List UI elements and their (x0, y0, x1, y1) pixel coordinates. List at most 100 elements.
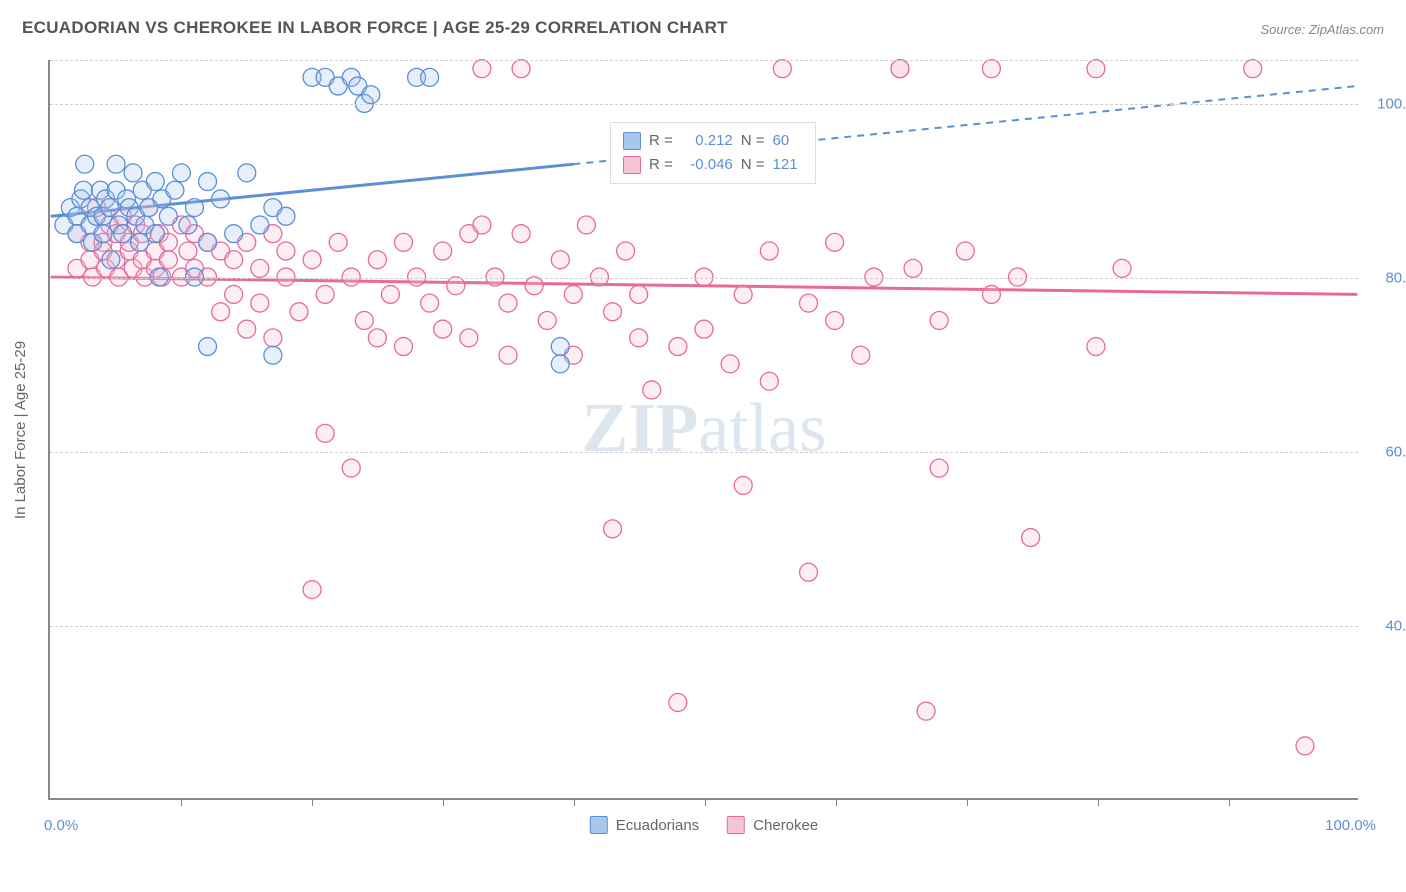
scatter-point-cherokee (251, 259, 269, 277)
scatter-point-cherokee (1296, 737, 1314, 755)
x-axis-max-label: 100.0% (1325, 817, 1376, 834)
scatter-point-cherokee (316, 424, 334, 442)
bottom-legend-label: Ecuadorians (616, 817, 699, 834)
bottom-legend-item-cherokee: Cherokee (727, 816, 818, 834)
bottom-legend-label: Cherokee (753, 817, 818, 834)
scatter-point-cherokee (930, 311, 948, 329)
scatter-point-cherokee (800, 294, 818, 312)
scatter-point-cherokee (564, 285, 582, 303)
scatter-point-cherokee (251, 294, 269, 312)
scatter-point-ecuadorians (551, 355, 569, 373)
scatter-point-ecuadorians (251, 216, 269, 234)
legend-n-value: 60 (773, 129, 803, 153)
scatter-point-cherokee (669, 338, 687, 356)
x-tick (967, 798, 968, 806)
legend-n-label: N = (741, 153, 765, 177)
scatter-point-ecuadorians (74, 181, 92, 199)
legend-swatch-cherokee (623, 156, 641, 174)
scatter-point-cherokee (930, 459, 948, 477)
scatter-point-cherokee (604, 303, 622, 321)
scatter-point-cherokee (434, 320, 452, 338)
scatter-point-ecuadorians (179, 216, 197, 234)
scatter-point-ecuadorians (199, 233, 217, 251)
scatter-point-cherokee (891, 60, 909, 78)
scatter-point-cherokee (982, 285, 1000, 303)
y-tick-label: 100.0% (1368, 95, 1406, 112)
scatter-point-cherokee (734, 285, 752, 303)
scatter-point-cherokee (277, 242, 295, 260)
scatter-point-ecuadorians (102, 251, 120, 269)
scatter-point-cherokee (630, 285, 648, 303)
scatter-point-cherokee (617, 242, 635, 260)
gridline-h (50, 104, 1358, 105)
scatter-point-ecuadorians (362, 86, 380, 104)
scatter-point-cherokee (238, 320, 256, 338)
scatter-point-cherokee (1113, 259, 1131, 277)
scatter-point-cherokee (460, 329, 478, 347)
gridline-h (50, 60, 1358, 61)
bottom-legend-swatch-cherokee (727, 816, 745, 834)
scatter-point-cherokee (303, 251, 321, 269)
scatter-point-ecuadorians (212, 190, 230, 208)
bottom-legend-item-ecuadorians: Ecuadorians (590, 816, 699, 834)
legend-n-value: 121 (773, 153, 803, 177)
scatter-point-cherokee (499, 294, 517, 312)
scatter-point-cherokee (525, 277, 543, 295)
scatter-point-cherokee (551, 251, 569, 269)
scatter-point-cherokee (395, 338, 413, 356)
scatter-point-ecuadorians (225, 225, 243, 243)
scatter-point-cherokee (225, 285, 243, 303)
scatter-point-cherokee (956, 242, 974, 260)
scatter-point-ecuadorians (551, 338, 569, 356)
x-tick (836, 798, 837, 806)
legend-r-label: R = (649, 153, 673, 177)
gridline-h (50, 626, 1358, 627)
gridline-h (50, 452, 1358, 453)
scatter-point-ecuadorians (146, 225, 164, 243)
scatter-point-cherokee (512, 60, 530, 78)
x-tick (181, 798, 182, 806)
scatter-point-cherokee (604, 520, 622, 538)
scatter-point-cherokee (982, 60, 1000, 78)
legend-row-ecuadorians: R = 0.212 N = 60 (623, 129, 803, 153)
scatter-point-cherokee (355, 311, 373, 329)
scatter-point-cherokee (721, 355, 739, 373)
scatter-point-cherokee (760, 372, 778, 390)
scatter-point-cherokee (303, 581, 321, 599)
scatter-point-cherokee (643, 381, 661, 399)
scatter-point-cherokee (538, 311, 556, 329)
scatter-point-cherokee (329, 233, 347, 251)
scatter-point-cherokee (179, 242, 197, 260)
y-tick-label: 40.0% (1368, 617, 1406, 634)
x-tick (574, 798, 575, 806)
correlation-legend: R = 0.212 N = 60 R = -0.046 N = 121 (610, 122, 816, 184)
scatter-point-cherokee (800, 563, 818, 581)
scatter-point-ecuadorians (238, 164, 256, 182)
legend-r-value: -0.046 (681, 153, 733, 177)
y-axis-title: In Labor Force | Age 25-29 (12, 341, 29, 519)
scatter-point-ecuadorians (172, 164, 190, 182)
scatter-point-cherokee (773, 60, 791, 78)
scatter-point-cherokee (760, 242, 778, 260)
scatter-point-cherokee (421, 294, 439, 312)
x-tick (312, 798, 313, 806)
scatter-point-cherokee (368, 251, 386, 269)
x-tick (1098, 798, 1099, 806)
scatter-point-cherokee (499, 346, 517, 364)
scatter-point-ecuadorians (166, 181, 184, 199)
x-tick (1229, 798, 1230, 806)
scatter-point-cherokee (434, 242, 452, 260)
scatter-point-ecuadorians (199, 173, 217, 191)
scatter-point-cherokee (734, 476, 752, 494)
chart-title: ECUADORIAN VS CHEROKEE IN LABOR FORCE | … (22, 18, 728, 38)
scatter-point-cherokee (512, 225, 530, 243)
x-axis-min-label: 0.0% (44, 817, 78, 834)
source-attribution: Source: ZipAtlas.com (1260, 22, 1384, 37)
scatter-point-cherokee (225, 251, 243, 269)
scatter-point-ecuadorians (199, 338, 217, 356)
scatter-point-ecuadorians (107, 155, 125, 173)
y-tick-label: 80.0% (1368, 269, 1406, 286)
legend-swatch-ecuadorians (623, 132, 641, 150)
legend-n-label: N = (741, 129, 765, 153)
scatter-point-cherokee (1022, 529, 1040, 547)
